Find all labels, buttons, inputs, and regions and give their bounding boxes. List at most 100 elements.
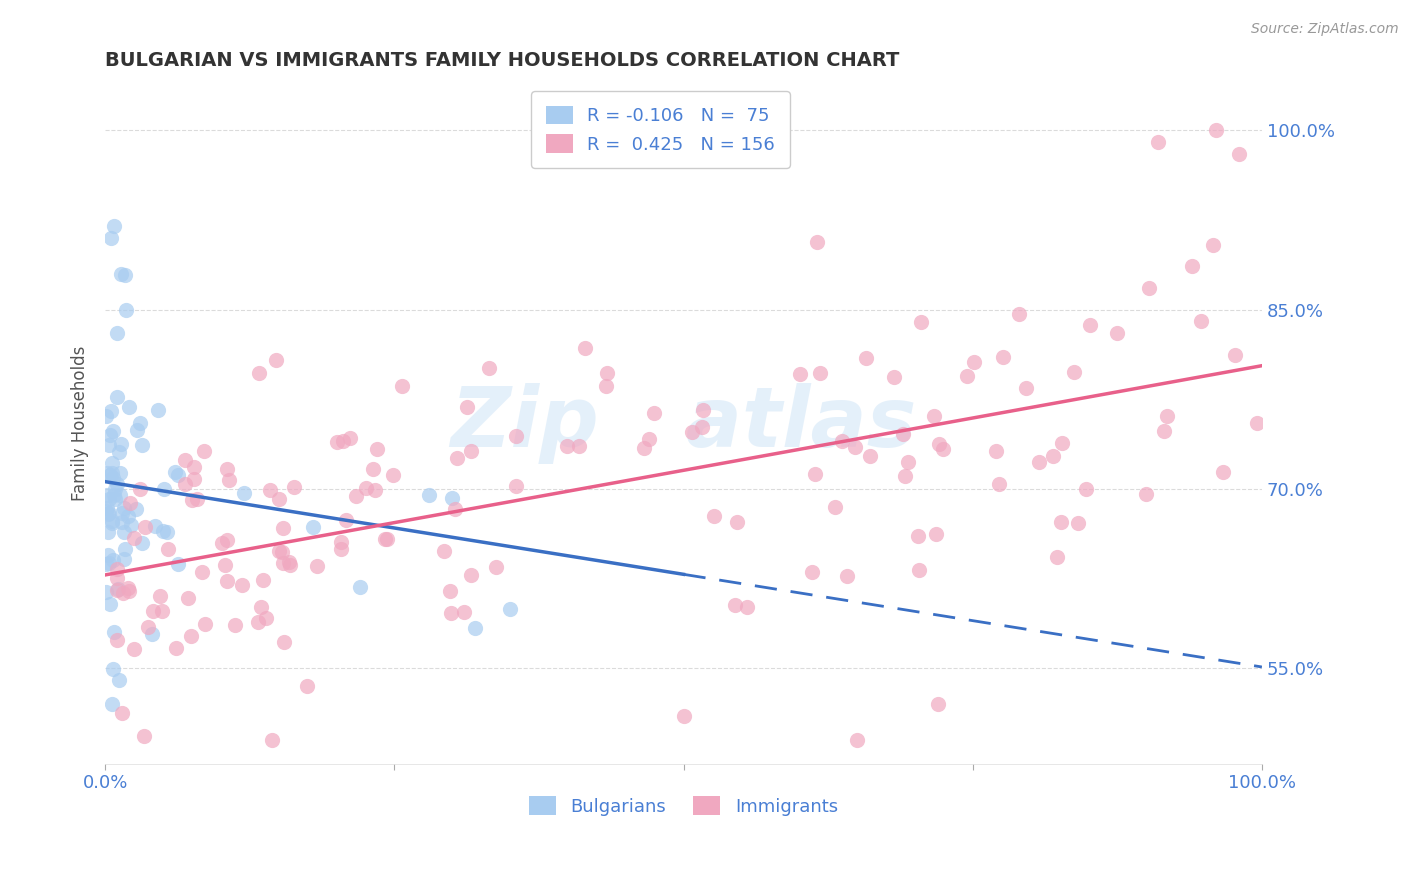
Point — [101, 466, 124, 480]
Point — [101, 516, 124, 530]
Point — [1042, 449, 1064, 463]
Point — [98, 467, 121, 482]
Point — [247, 367, 270, 381]
Point — [167, 468, 190, 483]
Point — [101, 424, 124, 438]
Point — [267, 544, 290, 558]
Point — [987, 477, 1010, 491]
Point — [110, 488, 132, 502]
Point — [439, 583, 461, 598]
Point — [104, 492, 127, 507]
Point — [104, 482, 127, 496]
Point — [122, 531, 145, 545]
Point — [804, 467, 827, 482]
Point — [271, 556, 294, 570]
Point — [128, 416, 150, 430]
Point — [1046, 549, 1069, 564]
Point — [250, 600, 273, 615]
Point — [254, 610, 277, 624]
Point — [177, 591, 200, 605]
Point — [302, 520, 325, 534]
Point — [638, 432, 661, 446]
Point — [1135, 487, 1157, 501]
Point — [103, 488, 125, 502]
Point — [231, 577, 253, 591]
Point — [893, 469, 915, 483]
Point — [354, 481, 377, 495]
Point — [183, 472, 205, 486]
Point — [1050, 515, 1073, 529]
Point — [233, 486, 256, 500]
Point — [110, 506, 132, 520]
Y-axis label: Family Households: Family Households — [72, 345, 89, 500]
Point — [456, 401, 478, 415]
Text: BULGARIAN VS IMMIGRANTS FAMILY HOUSEHOLDS CORRELATION CHART: BULGARIAN VS IMMIGRANTS FAMILY HOUSEHOLD… — [105, 51, 900, 70]
Point — [332, 434, 354, 448]
Point — [932, 442, 955, 457]
Point — [173, 453, 195, 467]
Point — [1146, 135, 1168, 149]
Point — [117, 581, 139, 595]
Point — [1189, 314, 1212, 328]
Point — [335, 513, 357, 527]
Point — [211, 535, 233, 549]
Point — [269, 491, 291, 506]
Point — [112, 524, 135, 539]
Point — [295, 679, 318, 693]
Point — [984, 444, 1007, 458]
Point — [460, 443, 482, 458]
Point — [1223, 348, 1246, 362]
Point — [363, 483, 385, 497]
Point — [1153, 424, 1175, 438]
Point — [111, 515, 134, 529]
Text: Zip   atlas: Zip atlas — [450, 383, 917, 464]
Point — [127, 423, 149, 437]
Point — [633, 441, 655, 455]
Point — [108, 673, 131, 687]
Point — [101, 697, 124, 711]
Point — [596, 366, 619, 380]
Point — [103, 625, 125, 640]
Point — [98, 506, 121, 520]
Point — [271, 545, 294, 559]
Point — [440, 607, 463, 621]
Point — [97, 524, 120, 539]
Point — [114, 268, 136, 282]
Point — [103, 553, 125, 567]
Point — [118, 584, 141, 599]
Point — [112, 551, 135, 566]
Point — [1076, 482, 1098, 496]
Point — [692, 419, 714, 434]
Point — [98, 428, 121, 442]
Point — [1156, 409, 1178, 423]
Point — [883, 369, 905, 384]
Point — [96, 558, 118, 572]
Point — [1008, 307, 1031, 321]
Point — [1227, 147, 1250, 161]
Point — [105, 571, 128, 585]
Point — [105, 326, 128, 341]
Point — [105, 477, 128, 491]
Point — [837, 569, 859, 583]
Point — [361, 462, 384, 476]
Point — [1028, 455, 1050, 469]
Legend: Bulgarians, Immigrants: Bulgarians, Immigrants — [522, 789, 845, 823]
Point — [595, 378, 617, 392]
Point — [955, 368, 977, 383]
Point — [925, 527, 948, 541]
Point — [808, 366, 831, 380]
Point — [907, 563, 929, 577]
Point — [110, 267, 132, 281]
Point — [264, 353, 287, 368]
Point — [98, 492, 121, 507]
Point — [391, 379, 413, 393]
Point — [453, 605, 475, 619]
Point — [193, 443, 215, 458]
Point — [278, 555, 301, 569]
Point — [96, 500, 118, 515]
Point — [98, 598, 121, 612]
Point — [1205, 123, 1227, 137]
Point — [555, 439, 578, 453]
Point — [1067, 516, 1090, 530]
Point — [1246, 416, 1268, 430]
